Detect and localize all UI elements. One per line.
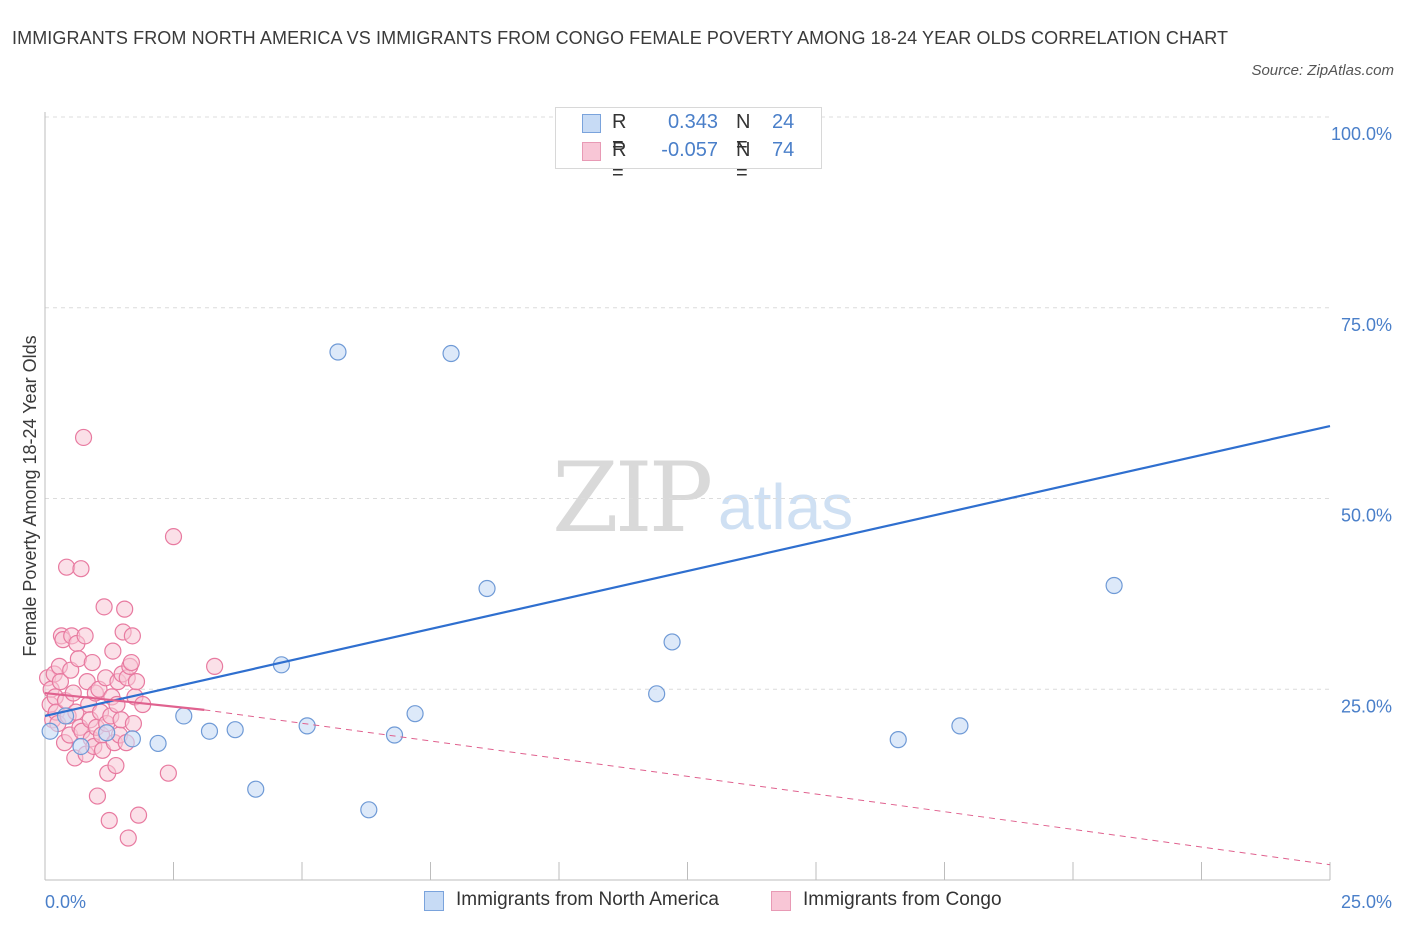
correlation-legend: R = 0.343 N = 24 R = -0.057 N = 74 — [555, 107, 822, 184]
data-point-congo — [127, 673, 146, 691]
trend-lines — [44, 424, 1331, 866]
data-point-congo — [95, 598, 113, 616]
watermark-atlas: atlas — [718, 471, 854, 543]
legend-swatch-pink — [771, 891, 791, 911]
data-point-congo — [74, 428, 93, 447]
y-tick-label: 100.0% — [1331, 124, 1392, 144]
n-value: 74 — [772, 139, 795, 161]
data-point-north-america — [648, 685, 666, 703]
data-point-congo — [57, 558, 76, 576]
data-point-congo — [206, 657, 224, 675]
data-point-north-america — [951, 717, 969, 735]
chart-title: IMMIGRANTS FROM NORTH AMERICA VS IMMIGRA… — [12, 28, 1229, 48]
x-ticks — [44, 862, 1331, 880]
legend-label: Immigrants from North America — [456, 889, 719, 910]
source-label: Source: ZipAtlas.com — [1251, 62, 1394, 79]
data-point-congo — [122, 653, 140, 672]
n-value: 24 — [772, 111, 795, 133]
data-point-congo — [164, 528, 183, 546]
data-point-congo — [64, 684, 82, 702]
data-point-north-america — [123, 730, 141, 748]
data-point-north-america — [329, 343, 347, 361]
data-point-congo — [119, 829, 137, 847]
data-point-congo — [116, 600, 134, 618]
data-point-north-america — [663, 633, 681, 651]
legend-swatch-blue — [582, 114, 601, 133]
data-point-congo — [83, 653, 101, 672]
y-tick-label: 75.0% — [1341, 315, 1392, 335]
data-point-north-america — [175, 707, 193, 725]
data-point-north-america — [406, 705, 424, 723]
data-point-congo — [72, 560, 90, 578]
y-axis-label: Female Poverty Among 18-24 Year Olds — [20, 335, 40, 656]
data-point-north-america — [385, 726, 404, 744]
grid-lines — [45, 116, 1330, 690]
y-tick-label: 25.0% — [1341, 696, 1392, 716]
x-tick-label: 0.0% — [45, 892, 86, 912]
legend-label: Immigrants from Congo — [803, 889, 1002, 910]
data-point-north-america — [247, 780, 265, 798]
data-point-congo — [76, 627, 94, 645]
data-point-north-america — [200, 722, 219, 740]
n-label: N = — [736, 139, 751, 184]
data-point-north-america — [226, 721, 244, 739]
r-value: -0.057 — [661, 139, 718, 161]
data-point-congo — [159, 764, 177, 782]
data-point-congo — [107, 756, 125, 775]
data-point-north-america — [889, 731, 907, 749]
y-tick-label: 50.0% — [1341, 506, 1392, 526]
data-point-north-america — [478, 579, 496, 598]
y-tick-labels: 100.0% 75.0% 50.0% 25.0% — [1331, 124, 1392, 716]
r-label: R = — [612, 111, 627, 156]
legend-swatch-pink — [582, 142, 601, 161]
series-north-america — [41, 108, 1123, 819]
data-point-congo — [123, 627, 141, 645]
data-point-north-america — [1105, 576, 1123, 595]
x-tick-labels: 0.0% 25.0% — [45, 892, 1392, 912]
data-point-congo — [88, 787, 107, 805]
trend-line-north-america — [44, 424, 1331, 718]
data-point-congo — [124, 714, 143, 733]
data-point-north-america — [442, 344, 460, 363]
data-point-north-america — [98, 724, 116, 742]
r-value: 0.343 — [667, 111, 718, 133]
r-label: R = — [612, 139, 627, 184]
data-point-congo — [100, 811, 118, 830]
trend-line-congo-extension — [204, 709, 1331, 866]
data-point-north-america — [72, 737, 90, 756]
trend-line-congo — [44, 691, 205, 711]
legend-swatch-blue — [424, 891, 444, 911]
x-tick-label: 25.0% — [1341, 892, 1392, 912]
data-point-north-america — [41, 722, 59, 740]
data-point-north-america — [360, 801, 378, 819]
n-label: N = — [736, 111, 751, 156]
data-point-congo — [104, 642, 122, 660]
data-point-north-america — [298, 717, 316, 735]
series-congo — [38, 428, 224, 847]
data-point-congo — [51, 673, 70, 691]
data-point-congo — [129, 806, 148, 824]
data-point-north-america — [149, 734, 167, 753]
